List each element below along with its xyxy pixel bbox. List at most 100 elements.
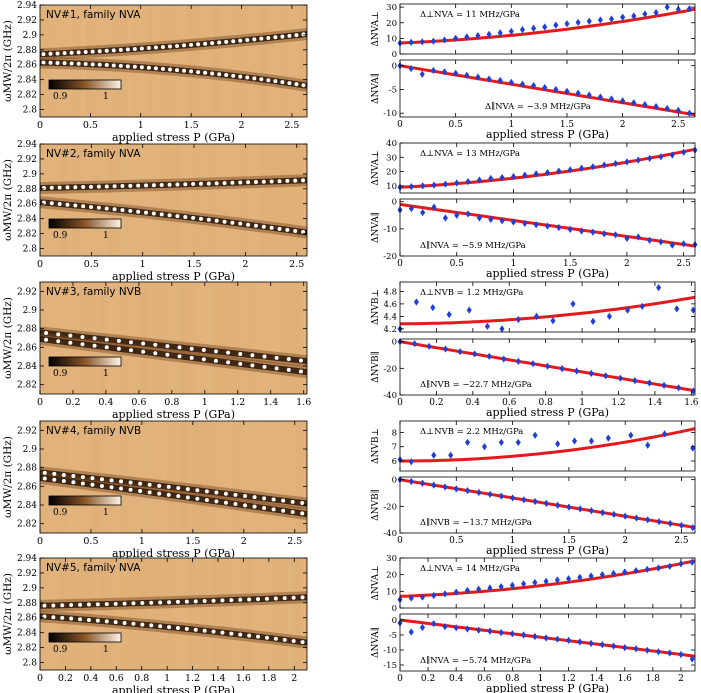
- heatmap-column: [213, 282, 221, 394]
- plot-frame: [399, 198, 696, 257]
- resonance-dot: [153, 342, 158, 347]
- resonance-dot: [158, 600, 163, 605]
- resonance-dot: [139, 46, 144, 51]
- data-point: [464, 586, 470, 595]
- data-point: [476, 488, 482, 497]
- resonance-dot: [68, 340, 73, 345]
- y-tick-label: 2.8: [23, 659, 38, 669]
- heatmap-column: [153, 144, 161, 256]
- resonance-dot: [44, 331, 49, 336]
- x-tick-label: 0: [37, 397, 43, 408]
- resonance-dot: [139, 65, 144, 70]
- heatmap-column: [233, 144, 241, 256]
- y-tick-label: 2.84: [17, 362, 37, 372]
- heatmap-column: [220, 282, 228, 394]
- x-tick-label: 0.5: [84, 259, 99, 270]
- resonance-dot: [196, 70, 201, 75]
- x-tick-label: 2: [624, 259, 630, 269]
- data-point: [521, 631, 527, 639]
- resonance-dot: [69, 61, 74, 66]
- resonance-dot: [49, 185, 54, 190]
- data-point: [509, 581, 515, 589]
- x-tick-label: 1.4: [210, 673, 225, 684]
- x-tick-label: 0: [37, 120, 43, 131]
- heatmap-column: [280, 144, 288, 256]
- y-tick-label: 0: [392, 476, 397, 486]
- x-tick-label: 0: [397, 674, 403, 684]
- resonance-dot: [141, 341, 146, 346]
- data-point: [567, 225, 573, 233]
- resonance-dot: [136, 183, 141, 188]
- y-tick-label: 4.4: [383, 312, 397, 322]
- heatmap-column: [300, 144, 307, 256]
- x-tick-label: 0.2: [429, 398, 443, 408]
- heatmap-column: [120, 5, 128, 117]
- resonance-dot: [203, 70, 208, 75]
- data-point: [601, 161, 607, 169]
- data-point: [681, 148, 687, 156]
- resonance-dot: [62, 61, 67, 66]
- y-tick-label: 2.92: [17, 16, 37, 26]
- y-tick-label: 2.92: [17, 426, 37, 436]
- data-point: [431, 481, 437, 489]
- resonance-dot: [274, 366, 279, 371]
- heatmap-column: [113, 421, 121, 533]
- y-tick-label: 20: [386, 19, 397, 29]
- x-tick-label: 2: [238, 120, 244, 131]
- data-point: [408, 628, 414, 636]
- slope-annotation: Δ∥NVA = −5.9 MHz/GPa: [420, 240, 526, 251]
- resonance-dot: [246, 222, 251, 227]
- heatmap-column: [160, 558, 168, 670]
- heatmap-column: [66, 558, 74, 670]
- data-point: [624, 234, 630, 242]
- resonance-dot: [97, 49, 102, 54]
- heatmap-column: [280, 282, 288, 394]
- data-point: [408, 477, 414, 486]
- heatmap-column: [253, 144, 261, 256]
- heatmap-column: [300, 282, 307, 394]
- resonance-dot: [57, 185, 62, 190]
- resonance-dot: [293, 178, 298, 183]
- resonance-dot: [293, 228, 298, 233]
- x-axis-label: applied stress P (GPa): [486, 406, 609, 419]
- data-point: [555, 501, 561, 509]
- data-point: [430, 66, 436, 75]
- resonance-dot: [136, 209, 141, 214]
- data-point: [647, 154, 653, 163]
- resonance-dot: [118, 63, 123, 68]
- data-point: [484, 322, 490, 330]
- data-point: [453, 485, 459, 493]
- data-point: [431, 203, 437, 211]
- resonance-dot: [184, 599, 189, 604]
- data-point: [499, 173, 505, 182]
- heatmap-column: [273, 558, 281, 670]
- heatmap-column: [253, 558, 261, 670]
- x-tick-label: 0.8: [539, 398, 554, 408]
- heatmap-column: [200, 421, 208, 533]
- data-point: [498, 438, 504, 447]
- data-point: [476, 214, 482, 222]
- heatmap-column: [233, 5, 241, 117]
- resonance-dot: [238, 38, 243, 43]
- heatmap-column: [246, 144, 255, 256]
- heatmap-column: [213, 5, 221, 117]
- resonance-dot: [301, 32, 306, 37]
- data-point: [656, 284, 662, 292]
- heatmap-column: [133, 421, 141, 533]
- resonance-dot: [175, 43, 180, 48]
- resonance-dot: [48, 60, 53, 65]
- y-axis-label: ωMW/2π (GHz): [2, 159, 14, 241]
- heatmap-column: [100, 144, 108, 256]
- data-point: [622, 568, 628, 576]
- heatmap-column: [166, 558, 174, 670]
- data-point: [453, 624, 459, 632]
- resonance-dot: [213, 349, 218, 354]
- resonance-dot: [193, 599, 198, 604]
- y-axis-label: ΔNVA⊥: [371, 565, 381, 600]
- data-point: [412, 340, 418, 348]
- data-point: [588, 437, 594, 445]
- resonance-dot: [51, 603, 56, 608]
- heatmap-column: [180, 282, 188, 394]
- resonance-dot: [213, 358, 218, 363]
- resonance-dot: [250, 353, 255, 358]
